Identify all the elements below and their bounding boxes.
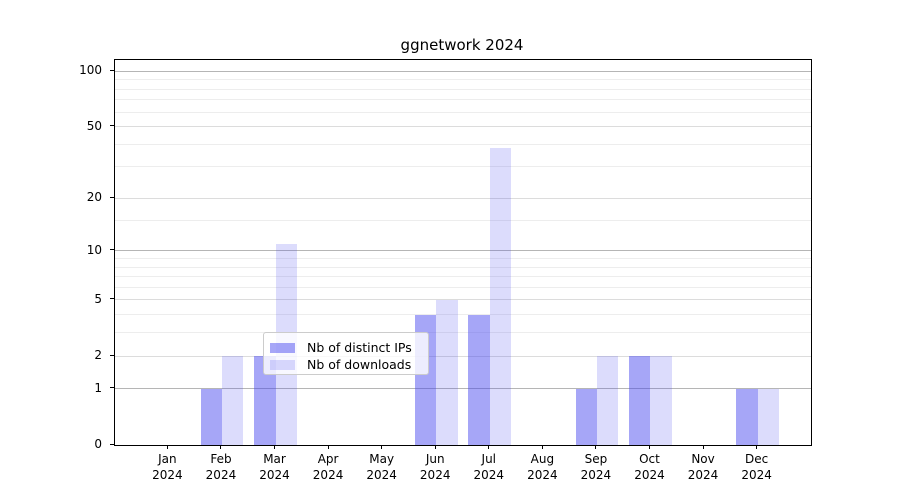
legend-swatch-nb-of-downloads [270, 359, 295, 370]
x-tick-label-sep-2024: Sep 2024 [580, 452, 612, 482]
gridline-minor-y-40 [115, 143, 811, 145]
gridline-minor-y-15 [115, 219, 811, 221]
gridline-minor-y-7 [115, 276, 811, 278]
legend-item-nb-of-distinct-ips: Nb of distinct IPs [270, 339, 428, 356]
y-tick-label-0: 0 [94, 437, 102, 451]
gridline-y-100 [115, 70, 811, 72]
x-tick-mark-may-2024 [381, 445, 383, 449]
gridline-y-2 [115, 355, 811, 357]
x-tick-mark-jun-2024 [434, 445, 436, 449]
gridline-minor-y-3 [115, 332, 811, 334]
x-tick-label-apr-2024: Apr 2024 [312, 452, 344, 482]
x-tick-mark-apr-2024 [327, 445, 329, 449]
y-tick-label-10: 10 [86, 242, 102, 257]
legend: Nb of distinct IPs Nb of downloads [263, 332, 429, 375]
bar-feb-2024-nb-of-downloads [221, 356, 244, 445]
plot-area [114, 59, 812, 446]
x-tick-label-mar-2024: Mar 2024 [259, 452, 290, 482]
gridline-minor-y-30 [115, 166, 811, 168]
legend-label-nb-of-downloads: Nb of downloads [307, 357, 412, 372]
y-tick-mark-100 [110, 69, 114, 71]
gridline-y-50 [115, 126, 811, 128]
bar-dec-2024-nb-of-downloads [757, 388, 779, 445]
bar-feb-2024-nb-of-distinct-ips [200, 388, 222, 445]
x-tick-mark-oct-2024 [648, 445, 650, 449]
gridline-minor-y-9 [115, 258, 811, 259]
bar-jul-2024-nb-of-distinct-ips [468, 314, 490, 445]
bar-oct-2024-nb-of-downloads [650, 356, 672, 445]
y-tick-mark-20 [110, 196, 114, 198]
y-tick-mark-10 [110, 249, 114, 251]
gridline-minor-y-8 [115, 266, 811, 268]
gridline-minor-y-6 [115, 286, 811, 288]
x-tick-mark-jan-2024 [166, 445, 168, 449]
y-tick-mark-2 [110, 354, 114, 356]
x-tick-mark-dec-2024 [756, 445, 758, 449]
legend-swatch-nb-of-distinct-ips [270, 342, 295, 353]
y-tick-mark-0 [110, 443, 114, 445]
gridline-minor-y-80 [115, 88, 811, 90]
bar-dec-2024-nb-of-distinct-ips [736, 388, 758, 445]
y-tick-label-1: 1 [94, 380, 102, 395]
x-tick-label-may-2024: May 2024 [366, 452, 397, 482]
y-tick-label-100: 100 [79, 63, 102, 78]
x-tick-mark-nov-2024 [702, 445, 704, 449]
x-tick-label-jan-2024: Jan 2024 [152, 452, 183, 482]
x-tick-mark-feb-2024 [220, 445, 222, 449]
y-tick-mark-5 [110, 298, 114, 300]
x-tick-mark-mar-2024 [274, 445, 276, 449]
bar-mar-2024-nb-of-distinct-ips [254, 356, 276, 445]
gridline-minor-y-90 [115, 79, 811, 81]
legend-item-nb-of-downloads: Nb of downloads [270, 356, 428, 373]
x-tick-label-jul-2024: Jul 2024 [473, 452, 505, 482]
x-tick-label-feb-2024: Feb 2024 [205, 452, 237, 482]
gridline-y-10 [115, 250, 811, 252]
x-tick-mark-aug-2024 [541, 445, 543, 449]
gridline-y-20 [115, 197, 811, 199]
gridline-minor-y-4 [115, 314, 811, 316]
bar-sep-2024-nb-of-distinct-ips [575, 388, 597, 445]
x-tick-label-jun-2024: Jun 2024 [419, 452, 451, 482]
x-tick-mark-jul-2024 [488, 445, 490, 449]
x-tick-label-nov-2024: Nov 2024 [687, 452, 719, 482]
gridline-y-5 [115, 299, 811, 301]
x-tick-mark-sep-2024 [595, 445, 597, 449]
y-tick-label-5: 5 [94, 291, 102, 306]
gridline-minor-y-60 [115, 111, 811, 113]
bar-jul-2024-nb-of-downloads [489, 148, 512, 445]
x-tick-label-dec-2024: Dec 2024 [741, 452, 772, 482]
y-tick-mark-50 [110, 125, 114, 127]
x-tick-label-aug-2024: Aug 2024 [527, 452, 558, 482]
gridline-minor-y-70 [115, 99, 811, 101]
chart-title: ggnetwork 2024 [400, 36, 524, 54]
x-tick-label-oct-2024: Oct 2024 [634, 452, 665, 482]
y-tick-label-2: 2 [94, 348, 102, 363]
gridline-y-1 [115, 388, 811, 390]
y-tick-mark-1 [110, 387, 114, 389]
y-tick-label-50: 50 [86, 118, 102, 133]
legend-label-nb-of-distinct-ips: Nb of distinct IPs [307, 340, 412, 355]
bar-oct-2024-nb-of-distinct-ips [629, 356, 651, 445]
bar-sep-2024-nb-of-downloads [596, 356, 619, 445]
y-tick-label-20: 20 [86, 190, 102, 205]
bar-jun-2024-nb-of-downloads [436, 299, 458, 445]
